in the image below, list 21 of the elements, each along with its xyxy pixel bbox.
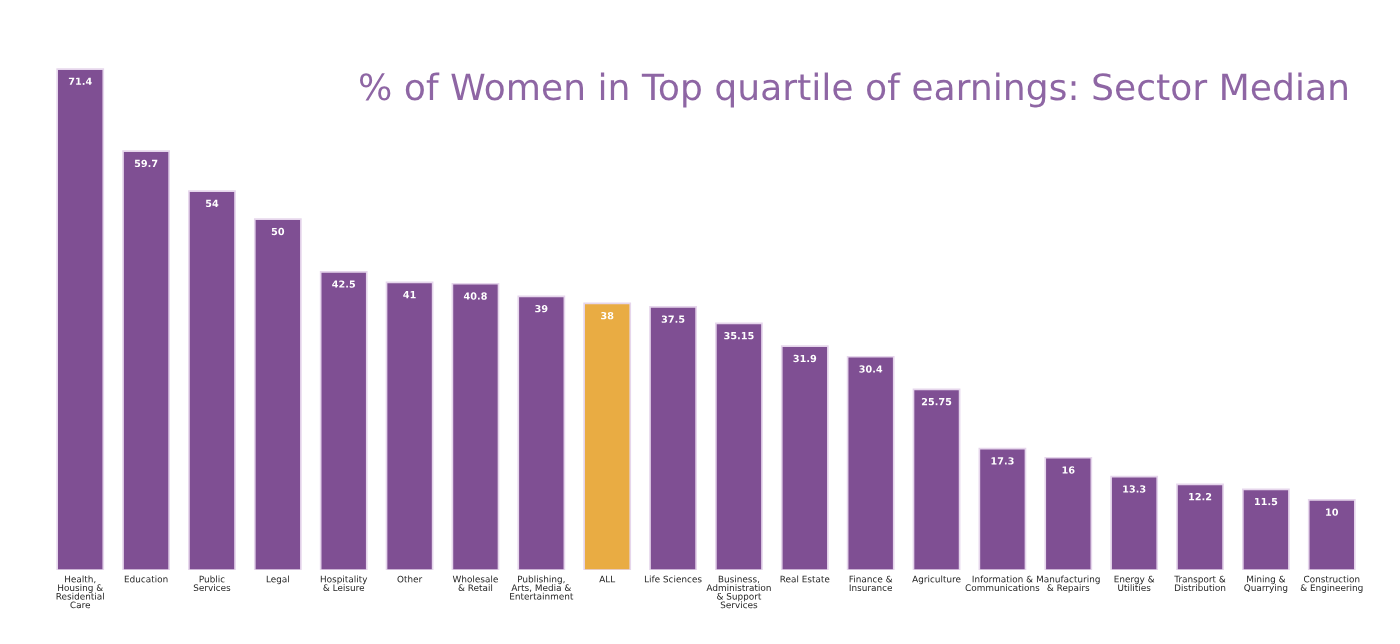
bar (517, 295, 566, 570)
bar (715, 322, 763, 570)
bar (1307, 499, 1356, 570)
bar (1044, 456, 1093, 570)
bar (319, 270, 368, 570)
bar (451, 282, 500, 570)
bar (385, 281, 434, 570)
bar (1110, 475, 1159, 570)
bar (188, 190, 236, 570)
bar (122, 150, 170, 570)
bar (56, 68, 105, 570)
bar (1242, 488, 1290, 570)
bar (253, 218, 302, 570)
bar (780, 345, 829, 570)
chart-title: % of Women in Top quartile of earnings: Sector Median (360, 72, 1347, 108)
bar (649, 306, 697, 570)
bar (912, 388, 961, 570)
bar (978, 447, 1027, 570)
bar (846, 355, 895, 570)
bar (583, 302, 632, 570)
bar (1176, 483, 1224, 570)
